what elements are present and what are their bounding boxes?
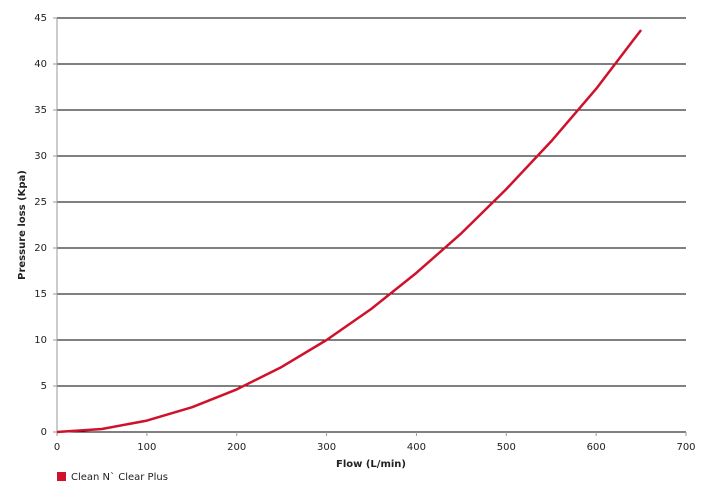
y-tick-label: 15	[34, 289, 47, 300]
y-tick-label: 0	[41, 427, 47, 438]
x-tick-label: 0	[54, 442, 60, 453]
x-tick-label: 200	[227, 442, 246, 453]
line-series	[56, 29, 643, 434]
y-tick-label: 35	[34, 105, 47, 116]
y-tick-label: 30	[34, 151, 47, 162]
x-tick-label: 700	[676, 442, 695, 453]
legend-swatch	[57, 472, 66, 481]
x-axis-title: Flow (L/min)	[336, 459, 406, 470]
y-tick-label: 5	[41, 381, 47, 392]
legend-label: Clean N` Clear Plus	[71, 471, 168, 483]
y-tick-label: 10	[34, 335, 47, 346]
x-tick-label: 500	[497, 442, 516, 453]
x-tick-label: 400	[407, 442, 426, 453]
y-tick-label: 40	[34, 59, 47, 70]
y-tick-label: 45	[34, 13, 47, 24]
y-tick-label: 25	[34, 197, 47, 208]
x-tick-label: 600	[587, 442, 606, 453]
x-tick-label: 300	[317, 442, 336, 453]
x-tick-label: 100	[137, 442, 156, 453]
y-axis-title: Pressure loss (Kpa)	[17, 170, 28, 280]
y-tick-label: 20	[34, 243, 47, 254]
